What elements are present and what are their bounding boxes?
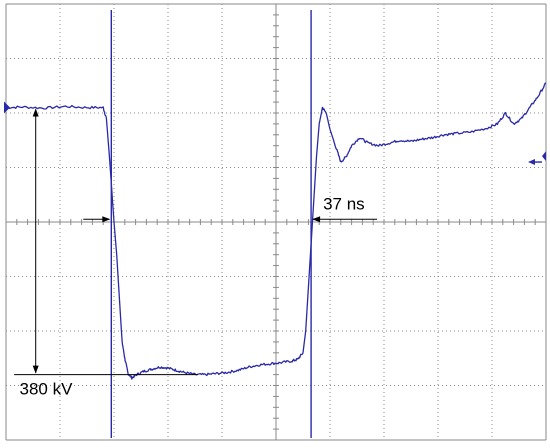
waveform xyxy=(5,82,547,380)
waveform-trace xyxy=(5,82,547,380)
time-arrowhead-right xyxy=(312,216,321,223)
amplitude-arrowhead-bottom xyxy=(32,365,39,374)
measurement-annotations: 380 kV 37 ns xyxy=(14,108,378,399)
amplitude-label: 380 kV xyxy=(20,380,74,399)
amplitude-arrowhead-top xyxy=(32,108,39,117)
channel-marker xyxy=(4,101,10,114)
ground-reference-arrow xyxy=(528,159,535,166)
time-delay-label: 37 ns xyxy=(323,194,365,213)
time-arrowhead-left xyxy=(102,216,111,223)
graticule xyxy=(5,3,547,441)
reference-markers xyxy=(4,101,546,166)
time-cursors xyxy=(110,10,312,438)
edge-marker xyxy=(542,151,546,162)
